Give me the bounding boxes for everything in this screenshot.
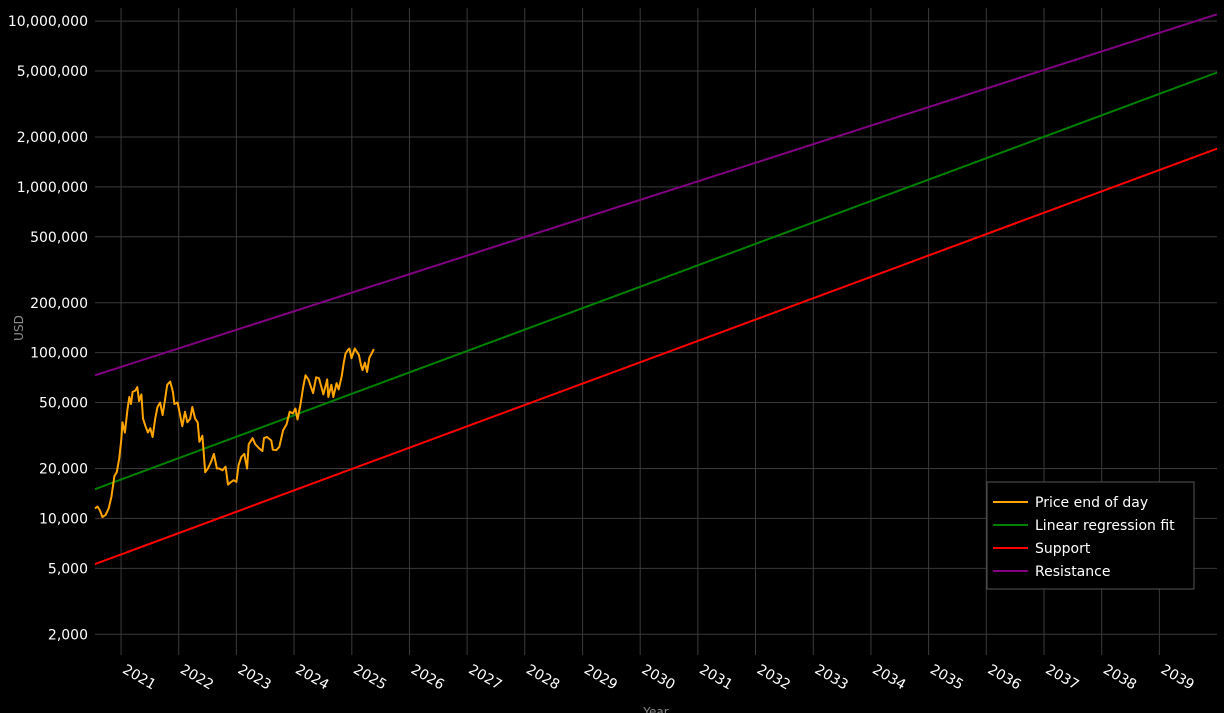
y-tick-label: 20,000 [39, 462, 88, 478]
price-end-of-day-line [94, 347, 375, 518]
legend-label: Resistance [1035, 564, 1110, 580]
y-tick-label: 500,000 [30, 230, 88, 246]
y-tick-label: 100,000 [30, 346, 88, 362]
legend-label: Price end of day [1035, 495, 1148, 511]
y-tick-label: 5,000,000 [17, 64, 88, 80]
y-tick-label: 1,000,000 [17, 180, 88, 196]
legend-label: Linear regression fit [1035, 518, 1175, 534]
y-tick-label: 10,000 [39, 511, 88, 527]
y-tick-label: 2,000 [48, 627, 88, 643]
resistance-line [94, 13, 1218, 377]
grid [95, 8, 1217, 655]
series-layer [94, 13, 1218, 566]
y-tick-label: 50,000 [39, 396, 88, 412]
x-axis-title: Year [642, 705, 668, 713]
legend: Price end of day Linear regression fit Sup… [986, 481, 1195, 590]
y-tick-label: 10,000,000 [8, 14, 88, 30]
y-tick-label: 5,000 [48, 561, 88, 577]
y-axis-ticks: 2,000 5,000 10,000 20,000 50,000 100,000 200,0… [8, 14, 88, 643]
legend-label: Support [1035, 541, 1091, 557]
support-line [94, 147, 1218, 566]
y-tick-label: 2,000,000 [17, 130, 88, 146]
y-axis-title: USD [12, 315, 26, 341]
linear-regression-fit-line [94, 71, 1218, 491]
y-tick-label: 200,000 [30, 296, 88, 312]
